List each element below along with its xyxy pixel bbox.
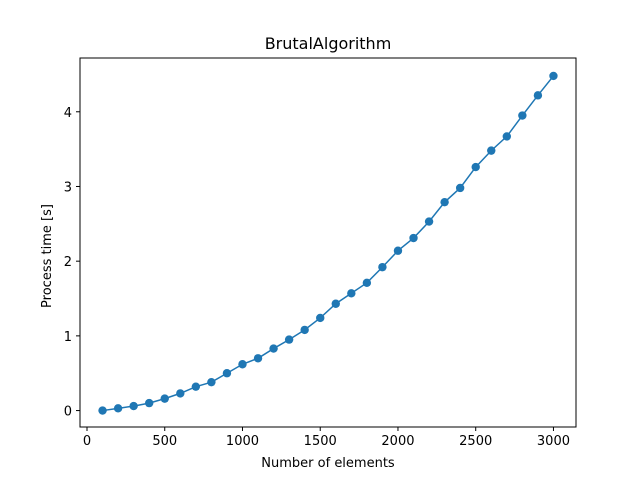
data-point <box>284 335 294 344</box>
data-point <box>378 262 387 272</box>
y-axis-label: Process time [s] <box>40 204 55 308</box>
data-point <box>471 162 480 172</box>
y-tick-label: 1 <box>64 330 72 345</box>
x-tick-label: 500 <box>152 434 177 449</box>
data-point <box>316 313 325 323</box>
data-point <box>222 369 232 378</box>
axes: 0 500 1000 1500 2000 2500 3000 0 1 2 3 4 <box>64 57 577 449</box>
chart-title: BrutalAlgorithm <box>265 34 392 53</box>
data-point <box>253 354 263 363</box>
data-point <box>549 71 558 81</box>
data-point <box>113 404 123 413</box>
data-point <box>487 146 496 155</box>
data-point <box>362 278 372 288</box>
y-tick-label: 2 <box>64 255 72 270</box>
data-point <box>424 217 434 226</box>
y-tick-label: 0 <box>64 405 72 420</box>
x-axis-label: Number of elements <box>261 456 395 471</box>
data-point <box>455 183 465 193</box>
x-tick-label: 3000 <box>537 434 570 449</box>
data-point <box>533 91 543 100</box>
data-point <box>191 382 201 391</box>
data-point <box>518 111 527 120</box>
x-tick-label: 2500 <box>459 434 492 449</box>
plot-area <box>98 71 558 415</box>
data-point <box>269 344 278 353</box>
data-point <box>347 289 356 298</box>
x-tick-label: 0 <box>83 434 91 449</box>
y-tick-label: 4 <box>64 106 72 121</box>
x-tick-label: 2000 <box>381 434 414 449</box>
data-point <box>331 299 340 308</box>
data-point <box>144 398 154 408</box>
data-point <box>440 197 449 207</box>
data-point <box>176 389 185 398</box>
data-point <box>238 360 247 369</box>
axes-frame <box>79 57 577 428</box>
x-tick-label: 1000 <box>226 434 259 449</box>
data-point <box>502 132 512 141</box>
y-tick-label: 3 <box>64 180 72 195</box>
data-point <box>300 325 309 335</box>
data-point <box>129 401 138 411</box>
data-point <box>393 246 403 255</box>
data-point <box>409 233 418 243</box>
data-point <box>207 377 216 387</box>
x-tick-label: 1500 <box>304 434 337 449</box>
data-point <box>98 406 107 415</box>
data-point <box>160 394 169 403</box>
